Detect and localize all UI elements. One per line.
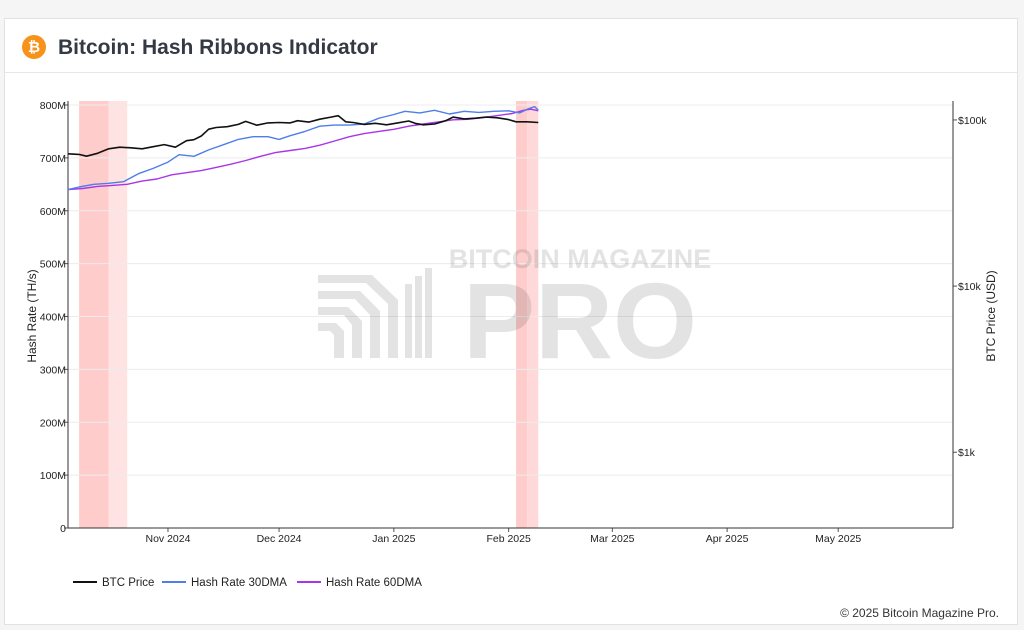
x-tick-label: May 2025 [815,533,861,545]
y-axis-tick-labels: 0 100M 200M 300M 400M 500M 600M 700M 800M [40,100,66,535]
btc-price-line [67,114,539,157]
y-tick-label: 800M [40,100,66,112]
y2-axis-tick-labels: $1k $10k $100k [958,115,987,459]
series-lines [67,105,539,191]
y-tick-label: 400M [40,312,66,324]
y-tick-label: 0 [60,523,66,535]
y-tick-label: 100M [40,470,66,482]
x-tick-label: Mar 2025 [590,533,635,545]
y2-tick-label: $1k [958,447,976,459]
capitulation-band [108,101,128,528]
y-tick-label: 700M [40,153,66,165]
y-tick-label: 200M [40,417,66,429]
copyright-footer: © 2025 Bitcoin Magazine Pro. [840,606,999,620]
y2-tick-label: $100k [958,115,987,127]
grid-lines [64,104,957,532]
capitulation-band [516,101,528,528]
x-tick-label: Feb 2025 [486,533,531,545]
chart-card: ₿ Bitcoin: Hash Ribbons Indicator © 2025… [4,18,1018,625]
capitulation-band [79,101,109,528]
x-tick-label: Nov 2024 [146,533,191,545]
x-tick-label: Apr 2025 [706,533,749,545]
watermark-bars-icon [318,268,432,358]
hash-rate-30dma-line [67,105,539,191]
bitcoin-logo-icon: ₿ [22,35,46,59]
capitulation-band [527,101,539,528]
y-tick-label: 600M [40,206,66,218]
capitulation-bands [79,101,539,528]
legend[interactable]: BTC Price Hash Rate 30DMA Hash Rate 60DMA [73,577,422,589]
watermark-main-text: PRO [463,260,697,381]
axes [67,101,954,529]
y2-tick-label: $10k [958,281,982,293]
watermark-top-text: BITCOIN MAGAZINE [449,244,712,274]
y2-axis-title: BTC Price (USD) [984,270,998,361]
legend-label: Hash Rate 60DMA [326,577,422,589]
y-axis-title: Hash Rate (TH/s) [25,269,39,362]
legend-item-btc-price[interactable]: BTC Price [73,577,154,589]
legend-label: BTC Price [102,577,154,589]
chart-header: ₿ Bitcoin: Hash Ribbons Indicator [5,19,1017,73]
x-tick-label: Jan 2025 [372,533,415,545]
x-axis-tick-labels: Nov 2024 Dec 2024 Jan 2025 Feb 2025 Mar 2025… [146,533,862,545]
legend-item-hash-rate-60dma[interactable]: Hash Rate 60DMA [297,577,422,589]
page-title: Bitcoin: Hash Ribbons Indicator [58,36,378,59]
y-tick-label: 300M [40,364,66,376]
legend-label: Hash Rate 30DMA [191,577,287,589]
x-tick-label: Dec 2024 [257,533,302,545]
watermark: BITCOIN MAGAZINE PRO [318,244,711,381]
legend-item-hash-rate-30dma[interactable]: Hash Rate 30DMA [162,577,287,589]
y-tick-label: 500M [40,259,66,271]
